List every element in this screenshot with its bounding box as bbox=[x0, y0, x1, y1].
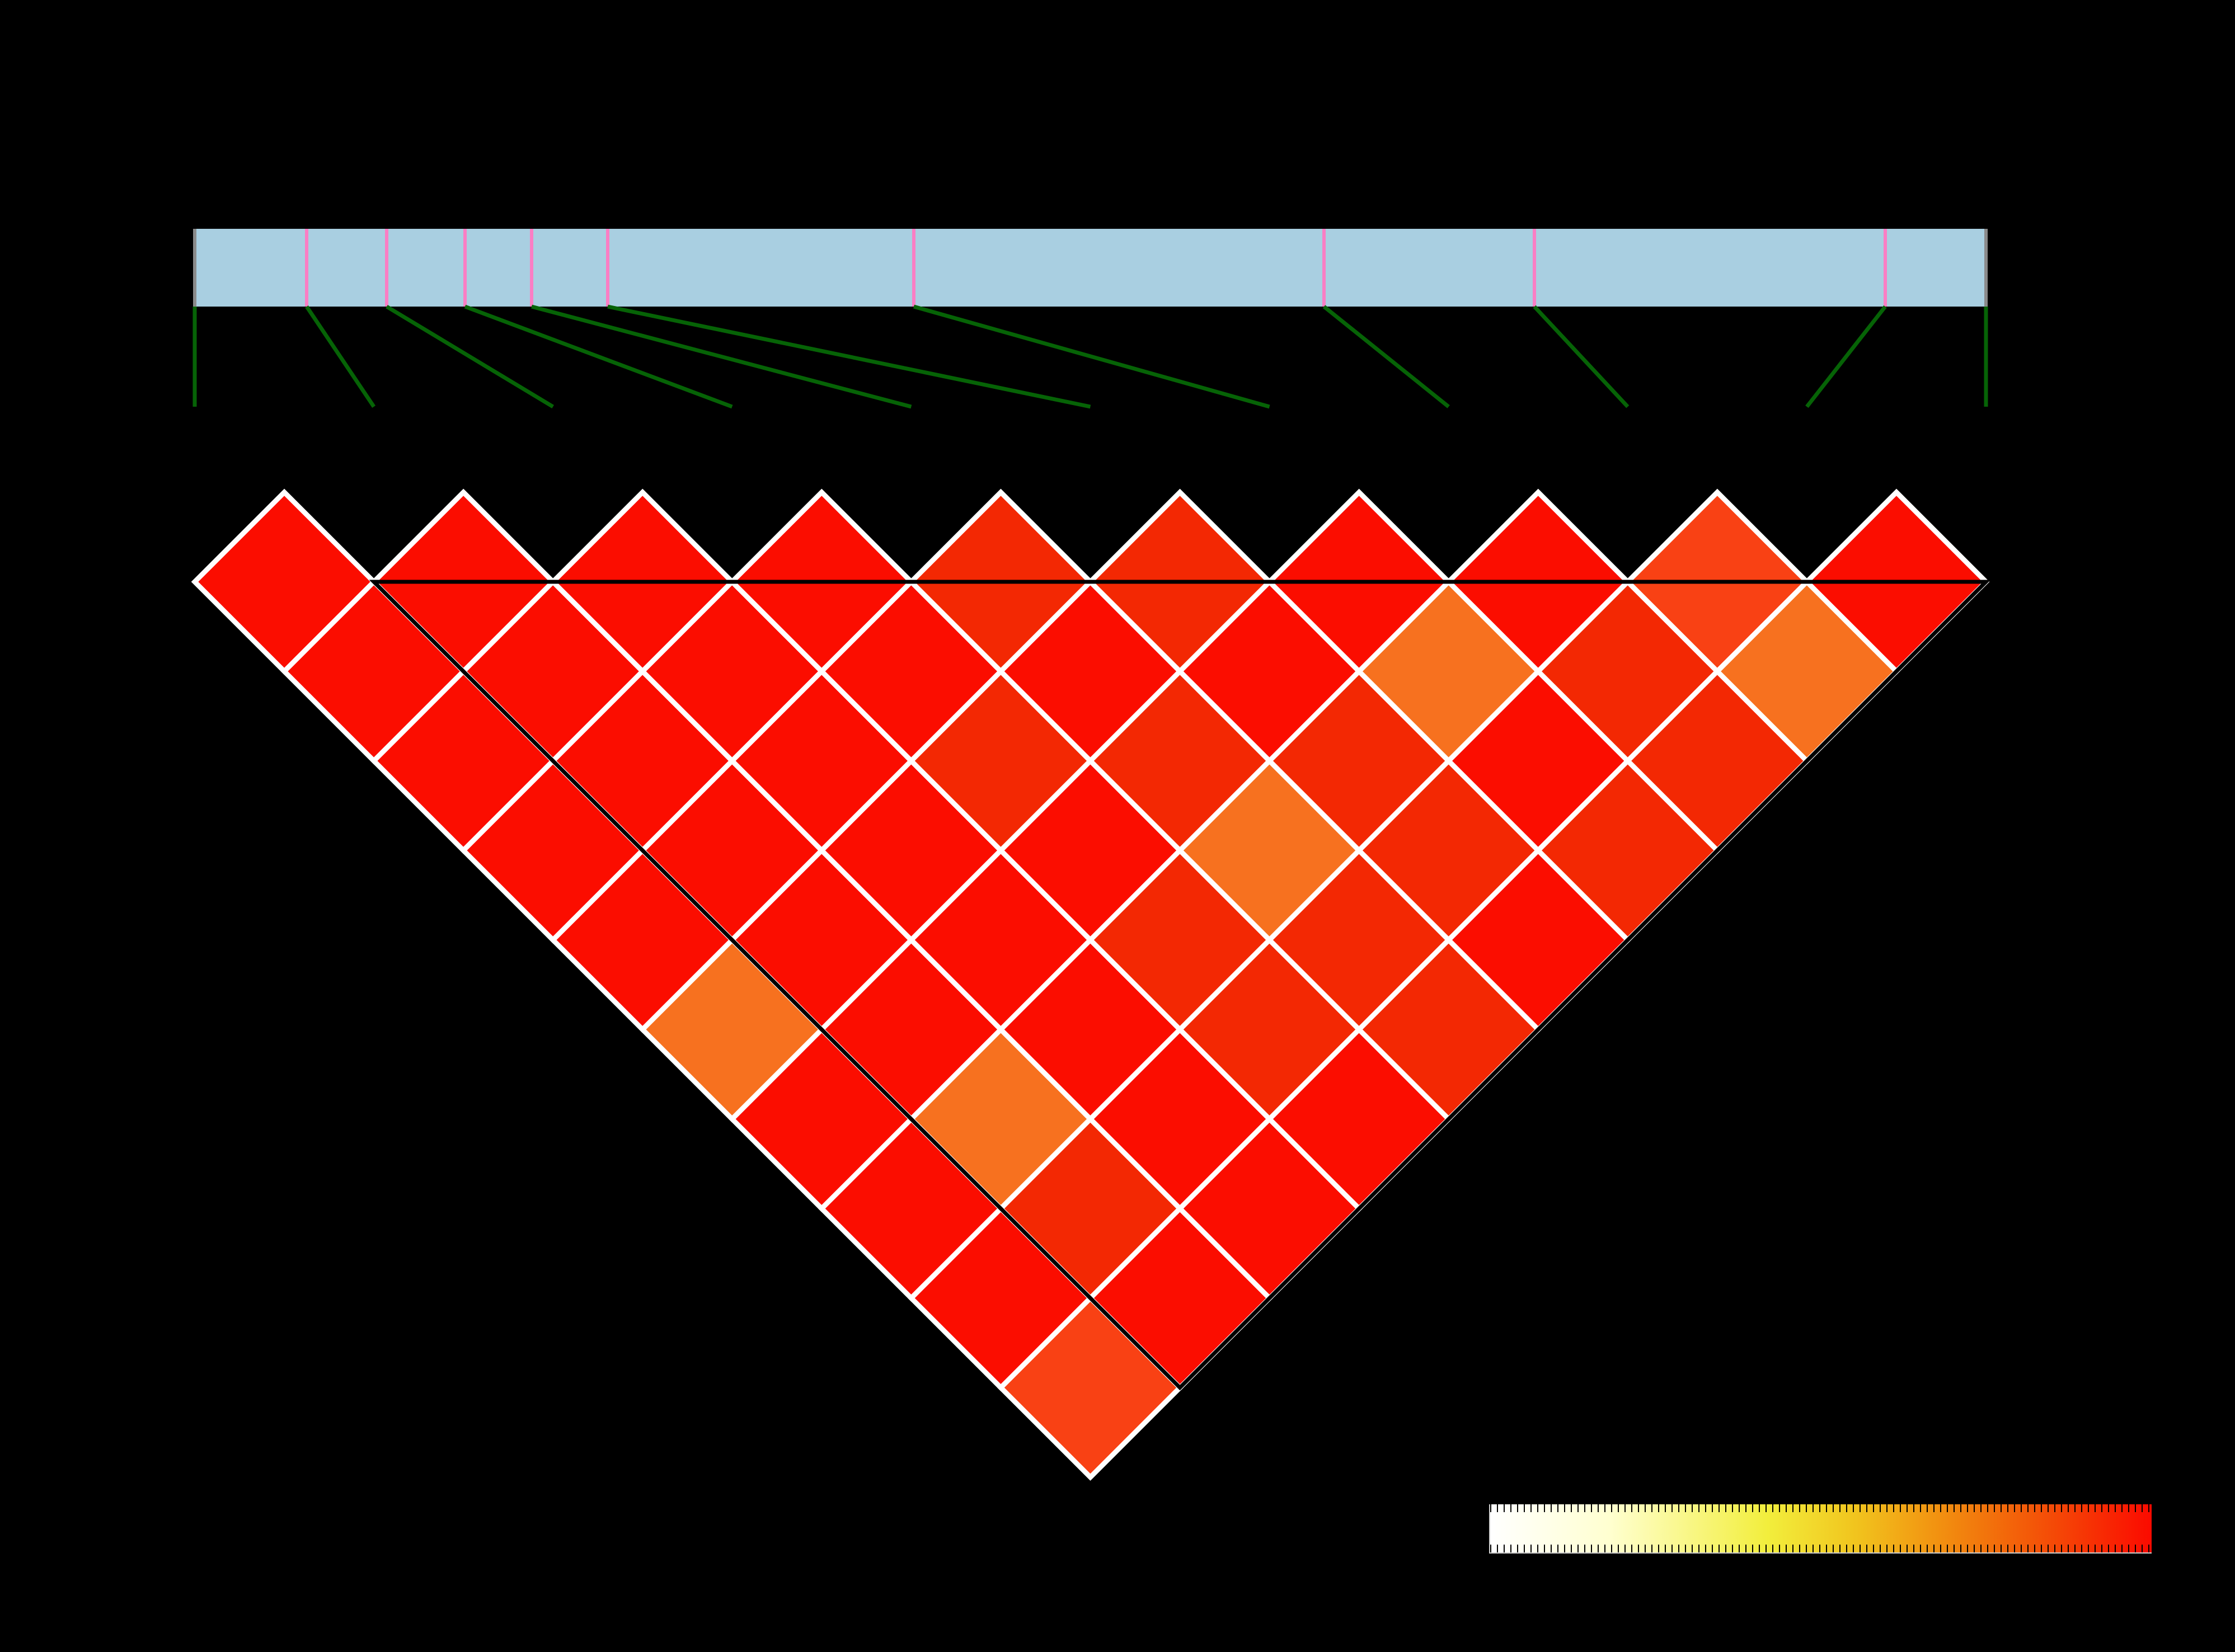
chromosome-map-bar bbox=[195, 229, 1986, 307]
snp-connector-line bbox=[531, 304, 912, 409]
snp-connector-line bbox=[386, 305, 555, 408]
snp-position-tick bbox=[606, 229, 609, 307]
snp-connector-lines bbox=[192, 304, 1988, 409]
snp-connector-line bbox=[607, 304, 1091, 409]
snp-connector-line bbox=[305, 305, 376, 408]
snp-position-tick-end bbox=[1984, 229, 1988, 307]
ld-block-outline bbox=[369, 580, 1991, 1391]
snp-position-tick bbox=[530, 229, 533, 307]
snp-position-tick bbox=[1533, 229, 1536, 307]
color-key bbox=[1489, 1504, 2152, 1554]
color-key-ticks-bottom bbox=[1490, 1545, 2152, 1552]
snp-position-tick-end bbox=[193, 229, 196, 307]
snp-position-tick bbox=[912, 229, 915, 307]
snp-connector-line bbox=[464, 304, 733, 409]
snp-position-tick bbox=[463, 229, 467, 307]
snp-connector-line bbox=[1533, 305, 1630, 408]
snp-position-tick bbox=[305, 229, 308, 307]
snp-connector-line bbox=[1322, 305, 1450, 408]
snp-position-tick bbox=[1322, 229, 1326, 307]
snp-position-tick bbox=[385, 229, 388, 307]
ld-heatmap-cells bbox=[191, 488, 1990, 1481]
ld-block-outline-group bbox=[369, 580, 1991, 1391]
color-key-gradient bbox=[1490, 1504, 2152, 1552]
snp-connector-line bbox=[1805, 305, 1887, 408]
snp-connector-line bbox=[913, 304, 1270, 409]
chromosome-map-track bbox=[193, 229, 1988, 307]
snp-position-tick bbox=[1884, 229, 1887, 307]
color-key-ticks-top bbox=[1490, 1504, 2152, 1512]
